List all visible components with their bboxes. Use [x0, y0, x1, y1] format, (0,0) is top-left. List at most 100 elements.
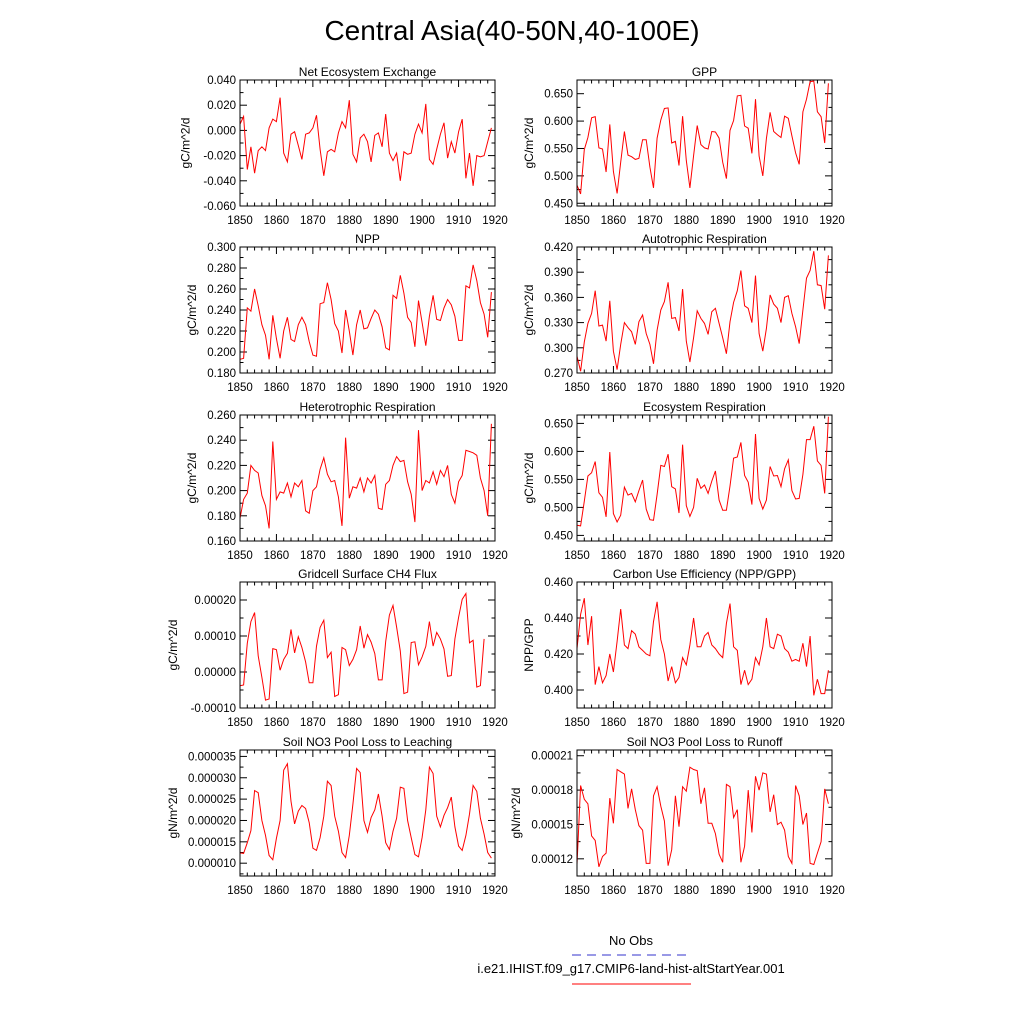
x-tick-label: 1860	[264, 382, 290, 394]
y-axis-label: gC/m^2/d	[185, 285, 199, 336]
y-tick-label: 0.000035	[188, 751, 236, 763]
x-tick-label: 1900	[746, 215, 772, 227]
y-tick-label: 0.240	[207, 435, 236, 447]
chart-panel: Carbon Use Efficiency (NPP/GPP) 1850 1860 1…	[522, 567, 845, 729]
y-tick-label: 0.650	[544, 89, 573, 101]
y-tick-label: 0.280	[207, 263, 236, 275]
x-tick-label: 1890	[710, 215, 736, 227]
x-tick-label: 1870	[637, 215, 663, 227]
x-tick-label: 1910	[783, 885, 809, 897]
y-tick-label: 0.440	[544, 613, 573, 625]
x-tick-label: 1900	[746, 885, 772, 897]
y-tick-label: 0.240	[207, 305, 236, 317]
x-tick-label: 1850	[227, 717, 253, 729]
panel-title: Gridcell Surface CH4 Flux	[298, 567, 437, 581]
y-tick-label: 0.220	[207, 460, 236, 472]
y-tick-label: 0.00021	[531, 751, 573, 763]
y-tick-label: 0.000030	[188, 773, 236, 785]
y-tick-label: 0.390	[544, 267, 573, 279]
x-tick-label: 1890	[710, 382, 736, 394]
panel-title: Autotrophic Respiration	[642, 232, 767, 246]
x-tick-label: 1880	[336, 215, 362, 227]
x-tick-label: 1920	[482, 382, 508, 394]
y-tick-label: 0.000015	[188, 837, 236, 849]
y-axis-label: gN/m^2/d	[509, 788, 523, 839]
y-axis-label: NPP/GPP	[522, 618, 536, 671]
plot-frame	[576, 79, 833, 207]
panel-grid: Net Ecosystem Exchange 1850 1860 1870 1880 18…	[166, 65, 845, 897]
x-tick-label: 1850	[227, 215, 253, 227]
y-tick-label: 0.000020	[188, 815, 236, 827]
x-tick-label: 1920	[819, 215, 845, 227]
y-tick-label: 0.650	[544, 418, 573, 430]
x-tick-label: 1870	[300, 550, 326, 562]
x-tick-label: 1910	[446, 550, 472, 562]
y-tick-label: 0.200	[207, 347, 236, 359]
panel-title: Ecosystem Respiration	[643, 400, 766, 414]
y-tick-label: 0.00015	[531, 819, 573, 831]
x-tick-label: 1920	[482, 885, 508, 897]
y-tick-label: 0.600	[544, 446, 573, 458]
series-line	[239, 264, 492, 360]
series-line	[576, 80, 829, 195]
chart-panel: Heterotrophic Respiration 1850 1860 1870 188…	[185, 400, 508, 562]
x-tick-label: 1910	[446, 215, 472, 227]
x-tick-label: 1870	[300, 885, 326, 897]
y-tick-label: 0.500	[544, 502, 573, 514]
y-tick-label: 0.420	[544, 649, 573, 661]
y-tick-label: 0.000	[207, 125, 236, 137]
x-tick-label: 1900	[409, 717, 435, 729]
x-tick-label: 1870	[637, 717, 663, 729]
x-tick-label: 1880	[336, 717, 362, 729]
x-tick-label: 1860	[601, 550, 627, 562]
y-tick-label: 0.300	[207, 242, 236, 254]
y-tick-label: 0.00000	[194, 667, 236, 679]
x-tick-label: 1860	[601, 885, 627, 897]
chart-panel: Autotrophic Respiration 1850 1860 1870 1880 1…	[522, 232, 845, 394]
y-tick-label: 0.180	[207, 511, 236, 523]
panel-title: Net Ecosystem Exchange	[299, 65, 437, 79]
x-tick-label: 1860	[601, 717, 627, 729]
plot-frame	[239, 414, 496, 542]
x-tick-label: 1920	[819, 550, 845, 562]
x-tick-label: 1850	[227, 550, 253, 562]
y-tick-label: 0.270	[544, 368, 573, 380]
series-line	[576, 766, 829, 867]
x-tick-label: 1850	[564, 382, 590, 394]
y-tick-label: 0.220	[207, 326, 236, 338]
x-tick-label: 1880	[673, 550, 699, 562]
y-tick-label: 0.00012	[531, 854, 573, 866]
y-tick-label: 0.300	[544, 343, 573, 355]
y-tick-label: -0.00010	[191, 703, 236, 715]
x-tick-label: 1880	[673, 885, 699, 897]
series-line	[576, 598, 829, 696]
chart-panel: Soil NO3 Pool Loss to Leaching 1850 1860 18…	[166, 735, 508, 897]
y-tick-label: 0.160	[207, 536, 236, 548]
x-tick-label: 1900	[409, 550, 435, 562]
figure-title: Central Asia(40-50N,40-100E)	[324, 15, 699, 46]
x-tick-label: 1890	[373, 717, 399, 729]
x-tick-label: 1890	[373, 885, 399, 897]
panel-title: Soil NO3 Pool Loss to Runoff	[627, 735, 784, 749]
x-tick-label: 1910	[783, 382, 809, 394]
y-tick-label: 0.550	[544, 143, 573, 155]
panel-title: Heterotrophic Respiration	[299, 400, 435, 414]
y-tick-label: -0.040	[203, 176, 236, 188]
panel-title: Soil NO3 Pool Loss to Leaching	[283, 735, 452, 749]
x-tick-label: 1850	[227, 885, 253, 897]
chart-panel: NPP 1850 1860 1870 1880 1890 1900 1910 1920 0.180…	[185, 232, 508, 394]
y-tick-label: 0.000010	[188, 858, 236, 870]
x-tick-label: 1920	[482, 215, 508, 227]
x-tick-label: 1870	[300, 382, 326, 394]
x-tick-label: 1860	[601, 215, 627, 227]
x-tick-label: 1920	[482, 550, 508, 562]
y-tick-label: 0.180	[207, 368, 236, 380]
y-tick-label: 0.00020	[194, 595, 236, 607]
x-tick-label: 1860	[264, 215, 290, 227]
x-tick-label: 1860	[264, 717, 290, 729]
y-axis-label: gN/m^2/d	[166, 788, 180, 839]
x-tick-label: 1900	[409, 382, 435, 394]
y-tick-label: 0.00010	[194, 631, 236, 643]
chart-panel: Soil NO3 Pool Loss to Runoff 1850 1860 1870…	[509, 735, 845, 897]
x-tick-label: 1870	[300, 215, 326, 227]
